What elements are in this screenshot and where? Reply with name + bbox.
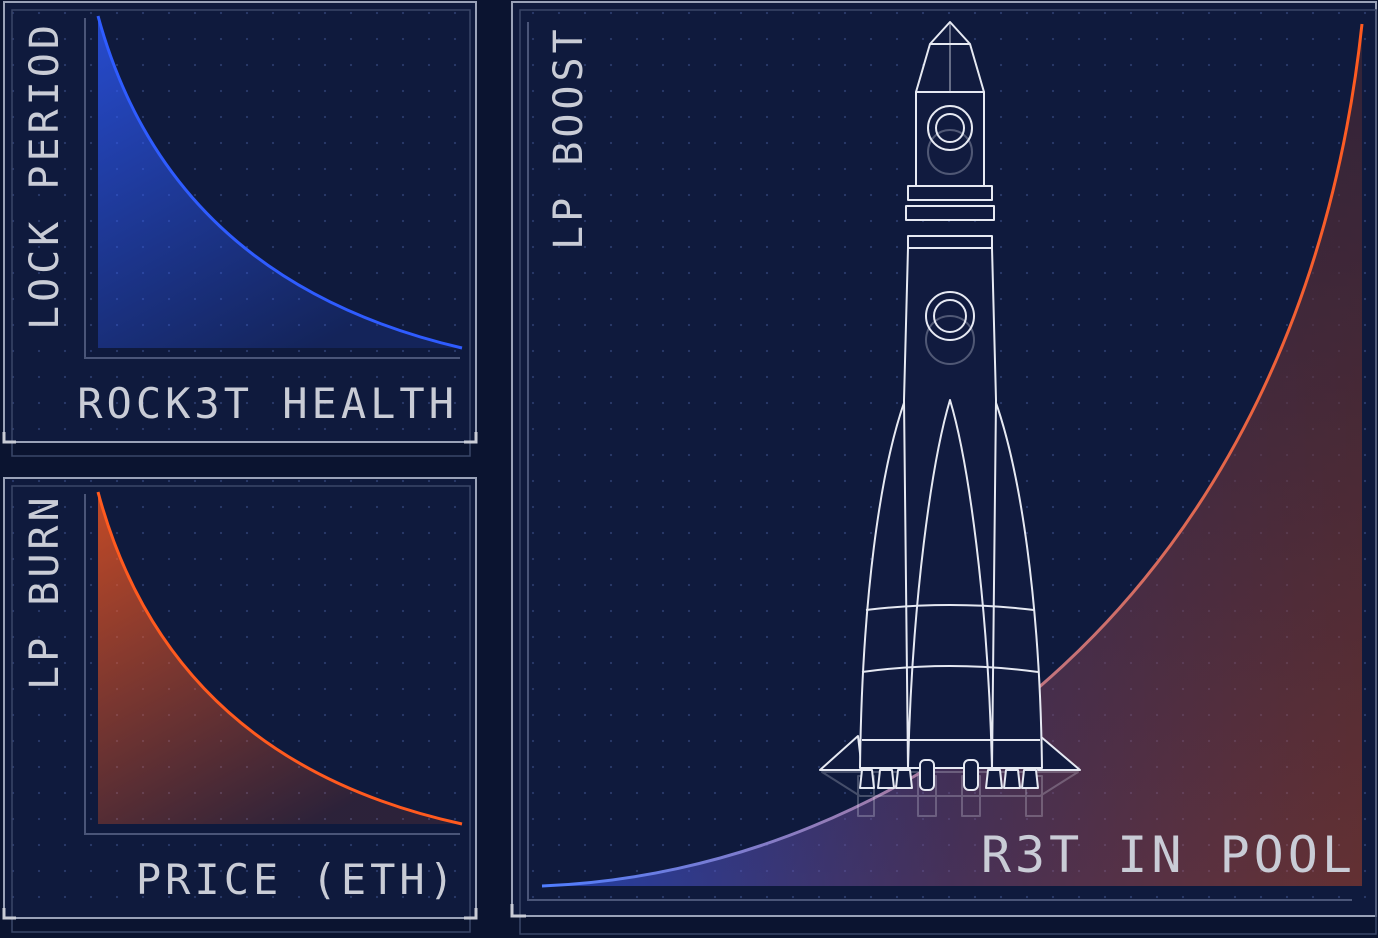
rocket-ring	[907, 235, 993, 249]
right-booster	[991, 399, 1043, 769]
axis-lines	[84, 18, 460, 359]
rocket-ring	[907, 185, 993, 201]
x-axis-label: ROCK3T HEALTH	[77, 379, 458, 428]
left-booster	[859, 399, 909, 769]
window-upper	[927, 105, 973, 151]
y-axis-label: LP BURN	[22, 493, 68, 690]
curve-area	[98, 16, 462, 348]
window-lower-ghost	[925, 315, 975, 365]
engine-nozzles	[859, 759, 1039, 791]
panel-frame	[3, 1, 477, 443]
dot-grid	[4, 478, 476, 918]
lp-burn-curve	[96, 491, 463, 826]
y-axis-label: LOCK PERIOD	[22, 21, 68, 330]
panel-frame-inner	[11, 485, 471, 933]
lp-boost-curve	[541, 23, 1364, 888]
lock-period-curve	[96, 15, 463, 350]
window-upper-inner	[935, 113, 965, 143]
axis-lines	[84, 494, 460, 835]
window-lower-inner	[933, 299, 967, 333]
center-booster	[907, 399, 993, 769]
curve-area-shade	[542, 24, 1362, 886]
panel-frame-inner	[11, 9, 471, 457]
y-axis-label: LP BOOST	[546, 25, 592, 250]
rocket-icon	[819, 21, 1081, 817]
dot-grid	[4, 2, 476, 442]
curve-area	[98, 492, 462, 824]
corner-brackets	[2, 432, 478, 444]
window-upper-ghost	[927, 129, 973, 175]
corner-bracket	[510, 904, 526, 918]
booster-band	[861, 665, 1039, 673]
panel-lock-period: LOCK PERIOD ROCK3T HEALTH	[2, 1, 478, 457]
rocket-ring	[905, 205, 995, 221]
x-axis-label: R3T IN POOL	[981, 826, 1356, 884]
axis-lines	[527, 22, 1352, 901]
panel-frame-inner	[519, 9, 1377, 935]
panel-lp-burn: LP BURN PRICE (ETH)	[2, 477, 478, 933]
x-axis-label: PRICE (ETH)	[136, 855, 458, 904]
panel-lp-boost: LP BOOST R3T IN POOL	[510, 1, 1377, 935]
panel-frame	[3, 477, 477, 919]
corner-brackets	[2, 908, 478, 920]
nose-cone	[915, 21, 985, 93]
booster-band	[865, 604, 1035, 611]
